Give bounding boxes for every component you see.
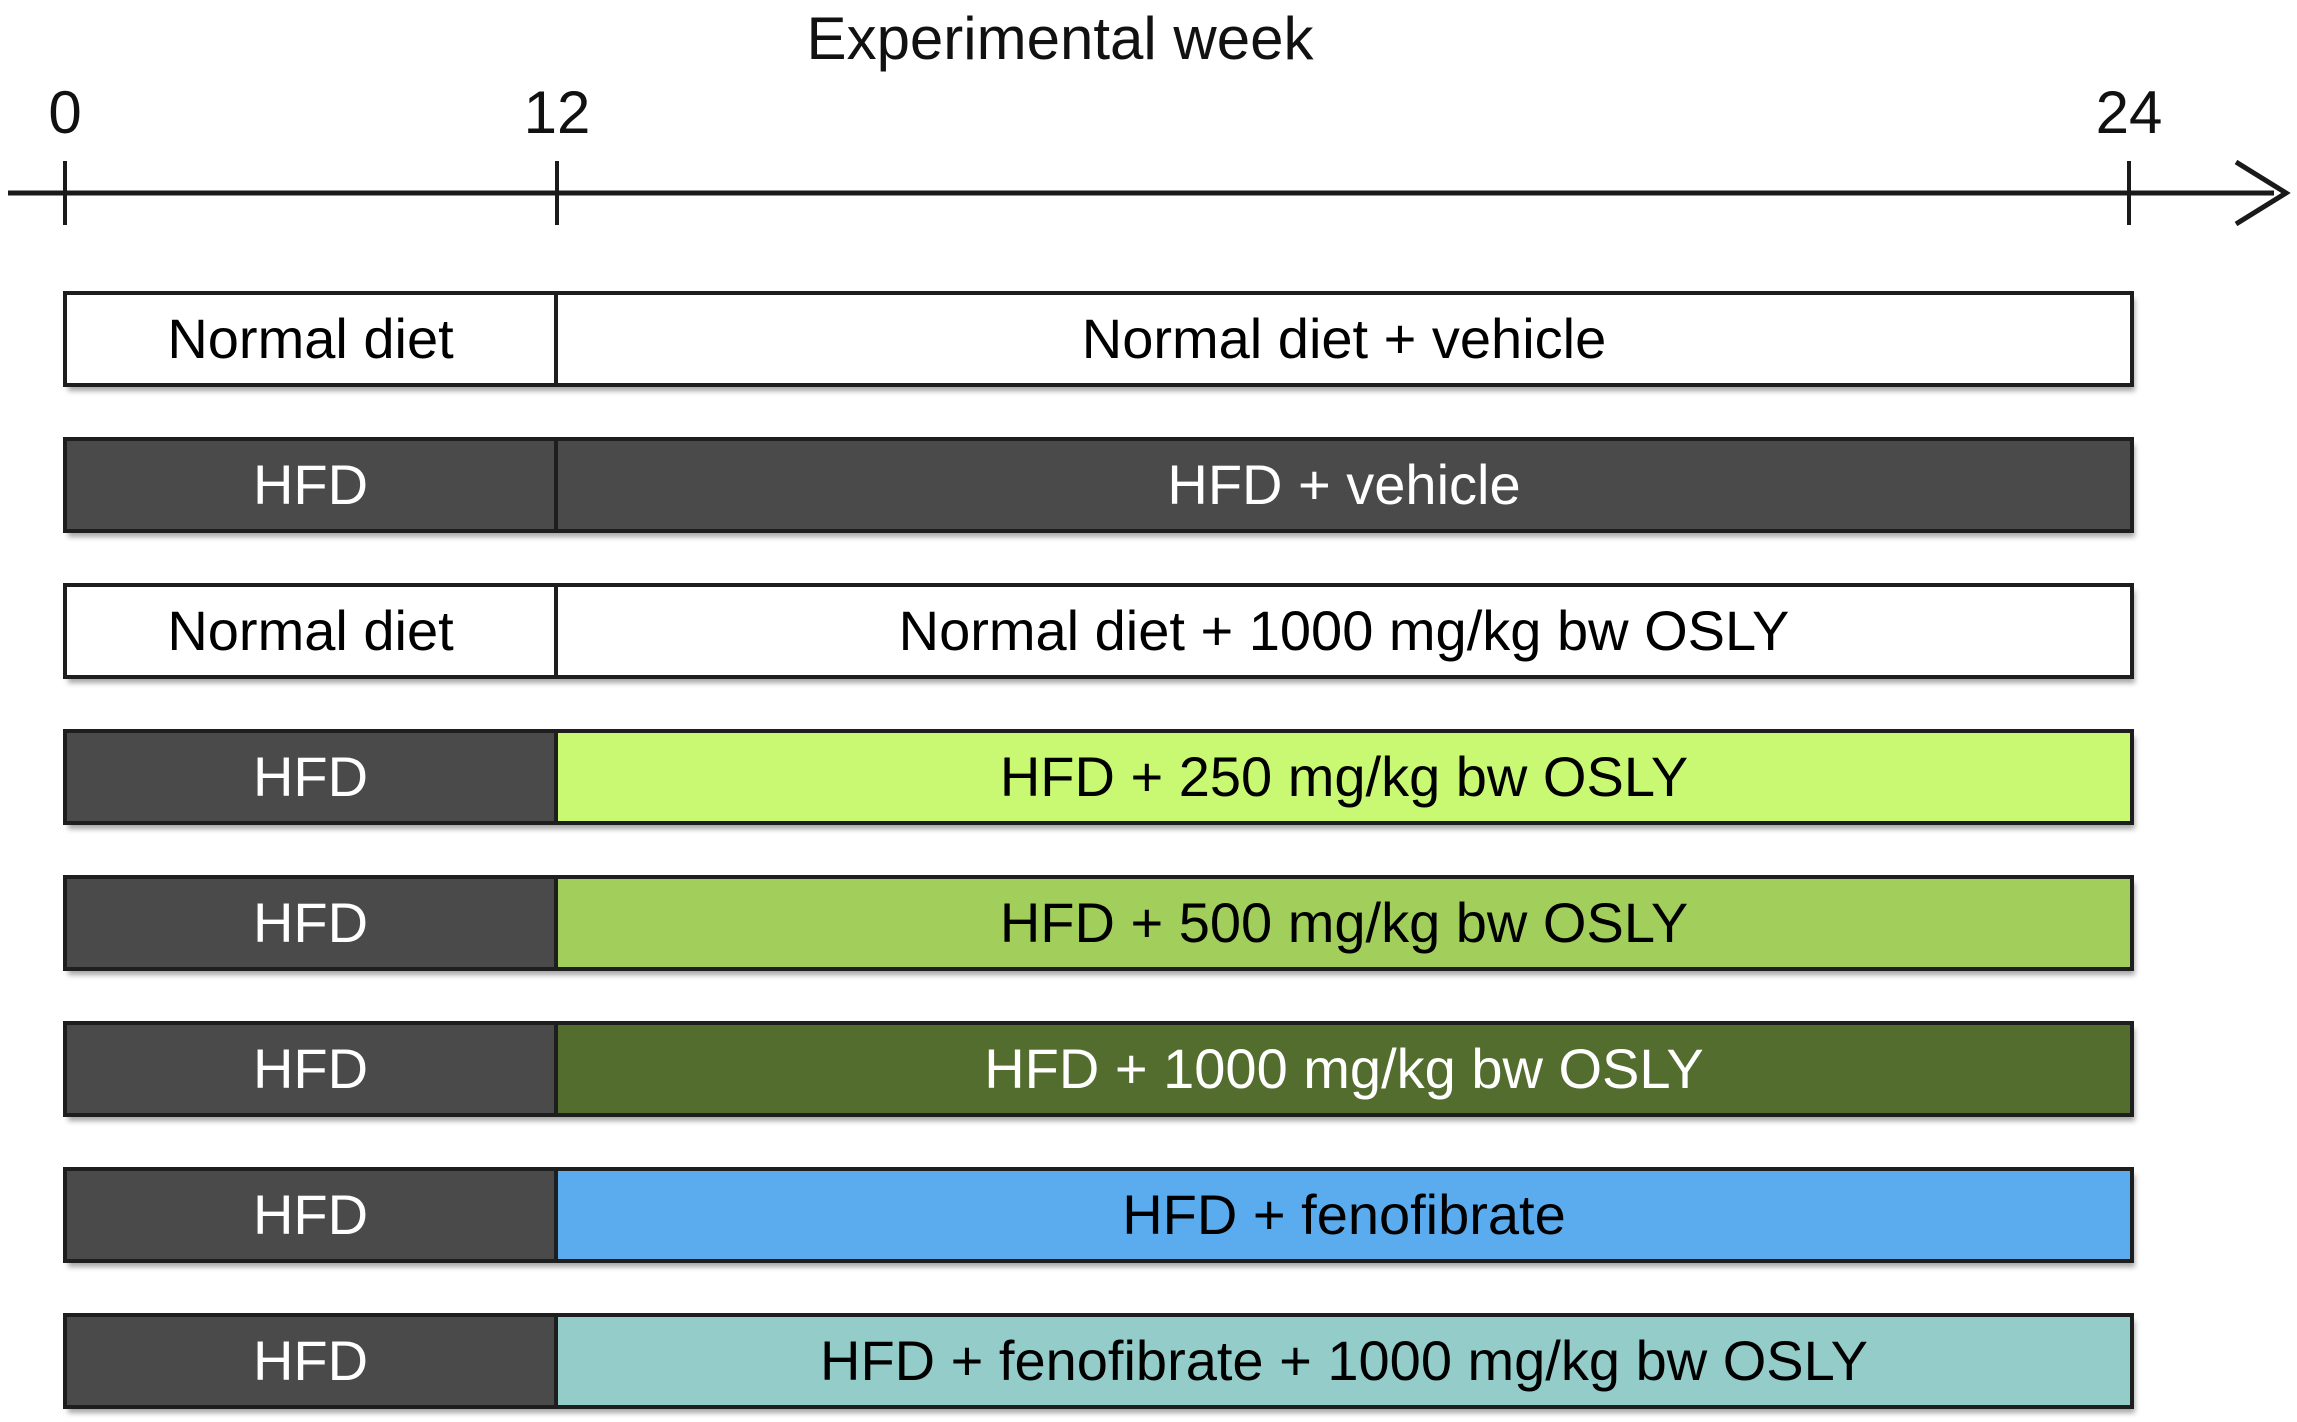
group-row-hfd-osly500: HFD HFD + 500 mg/kg bw OSLY — [63, 875, 2134, 971]
phase2-segment: Normal diet + vehicle — [557, 295, 2130, 383]
group-row-hfd-osly1000: HFD HFD + 1000 mg/kg bw OSLY — [63, 1021, 2134, 1117]
phase2-segment: Normal diet + 1000 mg/kg bw OSLY — [557, 587, 2130, 675]
phase1-segment: HFD — [67, 879, 558, 967]
phase2-segment: HFD + 500 mg/kg bw OSLY — [557, 879, 2130, 967]
phase1-segment: HFD — [67, 1171, 558, 1259]
group-row-normal-vehicle: Normal diet Normal diet + vehicle — [63, 291, 2134, 387]
phase2-segment: HFD + fenofibrate + 1000 mg/kg bw OSLY — [557, 1317, 2130, 1405]
group-row-hfd-osly250: HFD HFD + 250 mg/kg bw OSLY — [63, 729, 2134, 825]
group-row-hfd-vehicle: HFD HFD + vehicle — [63, 437, 2134, 533]
tick-label-week-0: 0 — [48, 79, 82, 146]
figure-title: Experimental week — [806, 5, 1314, 72]
tick-label-week-24: 24 — [2095, 79, 2163, 146]
phase2-segment: HFD + fenofibrate — [557, 1171, 2130, 1259]
phase1-segment: HFD — [67, 1025, 558, 1113]
phase1-segment: Normal diet — [67, 295, 558, 383]
phase1-segment: Normal diet — [67, 587, 558, 675]
phase1-segment: HFD — [67, 441, 558, 529]
phase2-segment: HFD + vehicle — [557, 441, 2130, 529]
group-row-hfd-fenofibrate-osly1000: HFD HFD + fenofibrate + 1000 mg/kg bw OS… — [63, 1313, 2134, 1409]
axis-arrow-icon — [2234, 159, 2291, 227]
timeline-axis — [8, 159, 2291, 227]
phase2-segment: HFD + 250 mg/kg bw OSLY — [557, 733, 2130, 821]
tick-label-week-12: 12 — [523, 79, 591, 146]
group-row-normal-osly1000: Normal diet Normal diet + 1000 mg/kg bw … — [63, 583, 2134, 679]
phase2-segment: HFD + 1000 mg/kg bw OSLY — [557, 1025, 2130, 1113]
phase1-segment: HFD — [67, 1317, 558, 1405]
phase1-segment: HFD — [67, 733, 558, 821]
group-row-hfd-fenofibrate: HFD HFD + fenofibrate — [63, 1167, 2134, 1263]
